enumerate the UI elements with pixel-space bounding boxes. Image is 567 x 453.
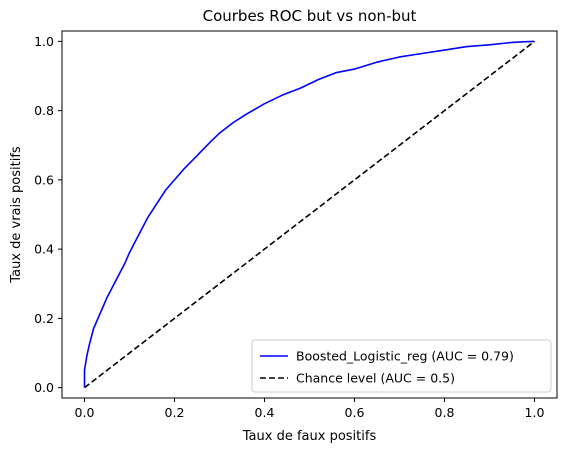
x-tick-label: 0.0 [75,405,95,420]
y-tick-label: 0.8 [34,103,54,118]
axis-ticks: 0.0 0.2 0.4 0.6 0.8 1.0 0.0 0.2 0.4 0.6 0.8 1.0 [34,34,544,420]
plot-frame [61,30,558,399]
y-tick-label: 0.0 [34,380,54,395]
chart-marks [83,40,535,389]
y-tick-label: 0.2 [34,311,54,326]
chance-level-line [84,40,535,389]
y-tick-label: 0.4 [34,242,54,257]
legend-box [251,339,552,393]
x-tick-label: 0.4 [255,405,275,420]
chart-title: Courbes ROC but vs non-but [203,7,417,25]
legend-entry-label: Chance level (AUC = 0.5) [296,371,455,386]
x-tick-label: 0.8 [435,405,455,420]
x-tick-label: 1.0 [525,405,545,420]
y-axis-label: Taux de vrais positifs [9,146,24,284]
y-tick-label: 0.6 [34,172,54,187]
x-tick-label: 0.6 [345,405,365,420]
x-axis-label: Taux de faux positifs [242,429,377,444]
legend-entry-label: Boosted_Logistic_reg (AUC = 0.79) [296,349,514,364]
legend: Boosted_Logistic_reg (AUC = 0.79) Chance … [251,339,552,393]
roc-curve-line [83,40,535,388]
x-tick-label: 0.2 [165,405,185,420]
y-tick-label: 1.0 [34,34,54,49]
